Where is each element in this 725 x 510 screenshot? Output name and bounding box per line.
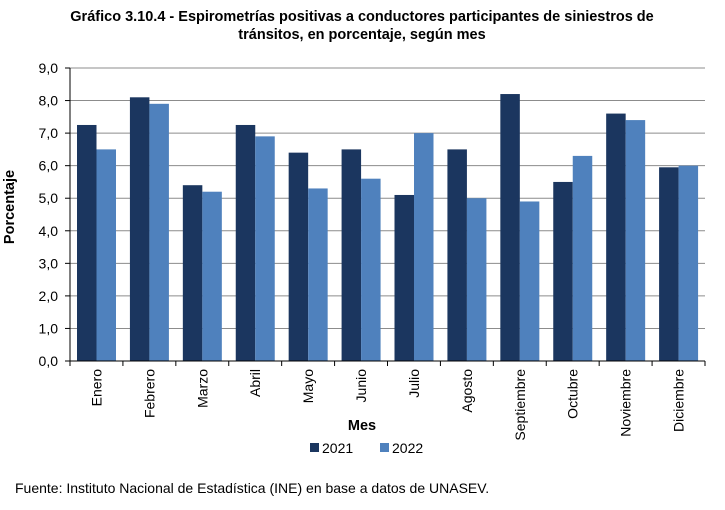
bar-2022-junio bbox=[361, 178, 381, 361]
bar-2021-marzo bbox=[182, 185, 203, 361]
x-tick-label: Enero bbox=[88, 369, 104, 407]
legend-label-2022: 2022 bbox=[392, 440, 423, 456]
y-tick-label: 9,0 bbox=[39, 60, 59, 76]
y-tick-label: 7,0 bbox=[39, 125, 59, 141]
x-tick-label: Julio bbox=[406, 369, 422, 398]
chart-title-line: tránsitos, en porcentaje, según mes bbox=[238, 27, 485, 43]
y-tick-label: 2,0 bbox=[39, 288, 59, 304]
bar-2021-abril bbox=[235, 124, 256, 361]
x-tick-label: Febrero bbox=[141, 369, 157, 418]
bar-2022-diciembre bbox=[678, 165, 699, 361]
legend-swatch-2021 bbox=[310, 443, 319, 452]
legend-label-2021: 2021 bbox=[322, 440, 353, 456]
bar-2022-septiembre bbox=[519, 201, 540, 361]
bar-2021-julio bbox=[394, 194, 414, 361]
x-tick-label: Agosto bbox=[459, 369, 475, 413]
bar-2022-noviembre bbox=[625, 120, 646, 361]
bar-2021-junio bbox=[341, 149, 362, 361]
x-tick-label: Abril bbox=[247, 369, 263, 397]
x-tick-label: Mayo bbox=[300, 369, 316, 403]
x-tick-label: Octubre bbox=[565, 369, 581, 419]
bar-2022-marzo bbox=[202, 191, 222, 361]
y-tick-label: 0,0 bbox=[39, 353, 59, 369]
y-tick-label: 4,0 bbox=[39, 223, 59, 239]
bar-2022-febrero bbox=[149, 103, 169, 362]
bar-2021-septiembre bbox=[500, 94, 520, 362]
bar-2022-octubre bbox=[572, 155, 593, 361]
x-axis-title: Mes bbox=[348, 418, 376, 434]
bar-2022-abril bbox=[255, 136, 275, 361]
y-tick-label: 6,0 bbox=[39, 158, 59, 174]
legend-swatch-2022 bbox=[380, 443, 389, 452]
bar-2021-febrero bbox=[129, 97, 150, 362]
y-tick-label: 3,0 bbox=[39, 255, 59, 271]
bar-2022-julio bbox=[414, 133, 434, 361]
bar-2021-mayo bbox=[288, 152, 309, 361]
x-tick-label: Diciembre bbox=[671, 369, 687, 432]
bar-2021-diciembre bbox=[659, 167, 679, 361]
x-tick-label: Noviembre bbox=[618, 369, 634, 437]
bar-2022-agosto bbox=[466, 198, 487, 361]
y-axis-title: Porcentaje bbox=[2, 170, 18, 244]
bar-2022-mayo bbox=[308, 188, 328, 361]
x-tick-label: Junio bbox=[353, 369, 369, 403]
y-tick-label: 1,0 bbox=[39, 320, 59, 336]
bar-2021-enero bbox=[77, 124, 97, 361]
source-note: Fuente: Instituto Nacional de Estadístic… bbox=[15, 480, 490, 496]
x-tick-label: Septiembre bbox=[512, 369, 528, 441]
bar-2022-enero bbox=[96, 149, 116, 361]
chart-title-line: Gráfico 3.10.4 - Espirometrías positivas… bbox=[70, 9, 653, 25]
bar-2021-agosto bbox=[447, 149, 467, 361]
bar-2021-noviembre bbox=[606, 113, 626, 361]
y-tick-label: 8,0 bbox=[39, 93, 59, 109]
y-tick-label: 5,0 bbox=[39, 190, 59, 206]
bar-2021-octubre bbox=[553, 181, 573, 361]
x-tick-label: Marzo bbox=[194, 369, 210, 408]
